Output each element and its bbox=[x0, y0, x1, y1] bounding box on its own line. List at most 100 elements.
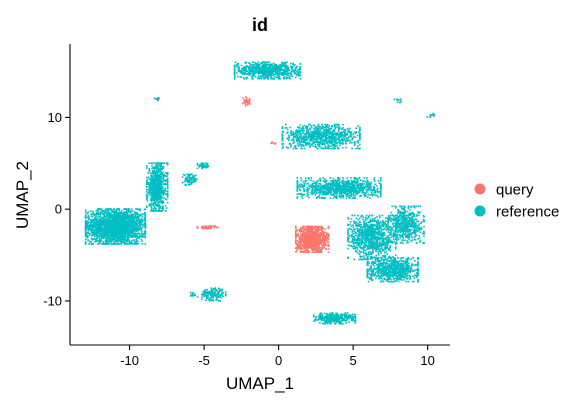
scatter-point bbox=[267, 78, 269, 80]
scatter-point bbox=[121, 232, 123, 235]
scatter-point bbox=[107, 210, 109, 212]
scatter-point bbox=[134, 216, 137, 218]
scatter-point bbox=[84, 209, 87, 212]
scatter-point bbox=[341, 133, 343, 136]
scatter-point bbox=[284, 65, 286, 68]
scatter-point bbox=[154, 171, 156, 174]
scatter-point bbox=[132, 214, 134, 216]
scatter-point bbox=[141, 233, 143, 236]
scatter-point bbox=[254, 71, 257, 74]
scatter-point bbox=[134, 227, 136, 229]
scatter-point bbox=[303, 124, 306, 127]
scatter-point bbox=[150, 198, 153, 201]
scatter-point bbox=[260, 70, 263, 73]
scatter-point bbox=[104, 223, 106, 225]
scatter-point bbox=[260, 77, 262, 79]
scatter-point bbox=[105, 234, 107, 237]
scatter-point bbox=[204, 165, 206, 168]
scatter-point bbox=[126, 234, 129, 237]
scatter-point bbox=[93, 238, 96, 240]
scatter-point bbox=[108, 211, 111, 214]
scatter-point bbox=[297, 133, 300, 136]
scatter-point bbox=[135, 212, 138, 215]
scatter-point bbox=[123, 232, 126, 235]
scatter-point bbox=[87, 224, 89, 227]
scatter-point bbox=[132, 210, 134, 212]
scatter-point bbox=[349, 133, 352, 136]
scatter-point bbox=[85, 220, 87, 222]
scatter-point bbox=[251, 64, 254, 66]
scatter-point bbox=[161, 192, 164, 194]
scatter-point bbox=[111, 221, 114, 224]
scatter-point bbox=[105, 210, 107, 212]
scatter-point bbox=[265, 69, 268, 71]
scatter-point bbox=[98, 242, 101, 244]
scatter-point bbox=[110, 208, 113, 210]
scatter-point bbox=[266, 75, 269, 77]
scatter-point bbox=[160, 176, 162, 179]
scatter-point bbox=[151, 195, 153, 198]
scatter-point bbox=[166, 187, 169, 190]
scatter-point bbox=[107, 229, 110, 232]
scatter-point bbox=[166, 172, 168, 174]
scatter-point bbox=[161, 190, 164, 192]
scatter-point bbox=[270, 69, 272, 72]
scatter-point bbox=[108, 220, 111, 222]
scatter-point bbox=[291, 67, 293, 69]
scatter-point bbox=[127, 220, 130, 222]
scatter-point bbox=[111, 236, 113, 238]
scatter-point bbox=[108, 241, 110, 243]
scatter-point bbox=[146, 200, 149, 202]
scatter-point bbox=[90, 227, 92, 230]
scatter-point bbox=[239, 71, 242, 74]
scatter-point bbox=[266, 76, 269, 78]
scatter-point bbox=[91, 224, 94, 227]
scatter-point bbox=[150, 201, 153, 203]
scatter-point bbox=[263, 66, 266, 68]
scatter-point bbox=[266, 64, 268, 66]
scatter-point bbox=[115, 226, 117, 229]
scatter-point bbox=[124, 239, 126, 242]
scatter-point bbox=[299, 193, 301, 195]
scatter-point bbox=[97, 227, 100, 230]
scatter-point bbox=[268, 71, 271, 73]
scatter-point bbox=[158, 199, 160, 201]
scatter-point bbox=[301, 145, 303, 147]
scatter-point bbox=[123, 230, 125, 232]
scatter-point bbox=[111, 226, 114, 229]
scatter-point bbox=[287, 131, 289, 134]
scatter-point bbox=[161, 201, 163, 203]
scatter-point bbox=[299, 66, 302, 68]
scatter-point bbox=[320, 134, 322, 137]
scatter-point bbox=[347, 181, 349, 184]
scatter-point bbox=[302, 141, 305, 144]
scatter-point bbox=[93, 221, 96, 223]
scatter-point bbox=[285, 70, 288, 73]
scatter-point bbox=[321, 137, 324, 139]
scatter-point bbox=[117, 226, 120, 228]
scatter-point bbox=[134, 241, 137, 243]
scatter-point bbox=[165, 198, 168, 201]
scatter-point bbox=[325, 138, 327, 140]
scatter-point bbox=[155, 178, 158, 180]
scatter-point bbox=[305, 127, 307, 129]
scatter-point bbox=[309, 135, 311, 138]
scatter-point bbox=[344, 140, 347, 143]
scatter-point bbox=[377, 180, 380, 182]
scatter-point bbox=[97, 231, 99, 233]
scatter-point bbox=[250, 64, 252, 66]
scatter-point bbox=[106, 239, 108, 241]
scatter-point bbox=[270, 72, 273, 75]
scatter-point bbox=[349, 127, 351, 130]
scatter-point bbox=[288, 134, 290, 137]
scatter-point bbox=[124, 222, 126, 224]
scatter-point bbox=[290, 134, 292, 136]
scatter-point bbox=[357, 134, 359, 137]
scatter-point bbox=[89, 218, 92, 221]
scatter-point bbox=[150, 208, 153, 211]
scatter-point bbox=[160, 198, 162, 200]
scatter-point bbox=[165, 180, 167, 183]
scatter-point bbox=[118, 238, 120, 241]
scatter-point bbox=[94, 226, 96, 229]
scatter-point bbox=[123, 215, 126, 217]
